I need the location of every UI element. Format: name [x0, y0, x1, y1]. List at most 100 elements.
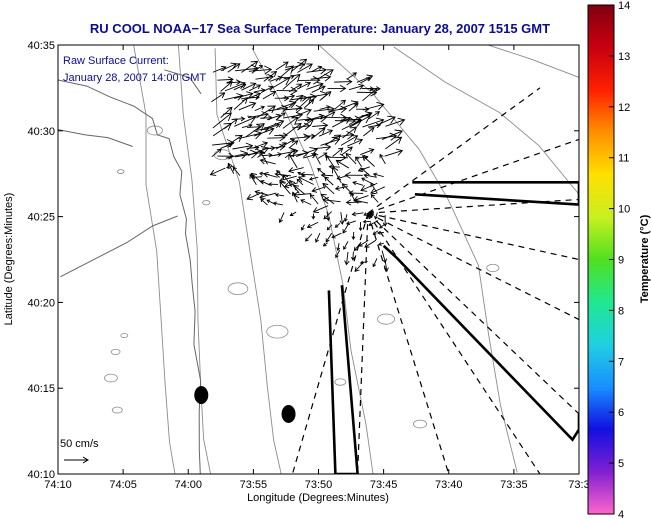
current-vector: [262, 90, 277, 100]
plot-frame: [57, 44, 580, 475]
current-vector: [339, 100, 359, 110]
current-vector: [260, 85, 274, 93]
current-vector: [312, 122, 329, 129]
colorbar-label: Temperature (°C): [639, 214, 651, 303]
current-vector: [334, 99, 346, 110]
depth-contour-blob: [227, 282, 249, 296]
current-vector: [289, 211, 297, 216]
colorbar-tick-label: 11: [618, 153, 629, 165]
depth-contour: [133, 45, 176, 474]
current-vector: [296, 81, 312, 90]
depth-contour: [486, 45, 579, 78]
radial-line: [367, 212, 450, 474]
current-vector: [327, 105, 348, 114]
current-vector: [339, 212, 345, 225]
current-vector: [284, 122, 302, 137]
current-vector: [372, 172, 384, 178]
current-vector: [360, 77, 371, 84]
current-vector: [320, 193, 335, 205]
current-vector: [263, 70, 278, 82]
radial-line: [367, 87, 541, 214]
current-vector: [327, 84, 347, 93]
current-vector: [328, 164, 340, 170]
current-vector: [254, 189, 269, 196]
current-vector: [288, 167, 304, 174]
current-vector: [232, 166, 241, 176]
depth-contour-blob: [266, 324, 289, 339]
current-vector: [350, 192, 356, 203]
current-vector: [245, 123, 265, 138]
x-tick-label: 74:00: [174, 479, 202, 491]
current-vector: [346, 72, 358, 80]
current-vector: [313, 143, 332, 151]
depth-contour: [177, 45, 212, 474]
coast-line: [60, 215, 178, 278]
scale-arrow: [64, 456, 89, 464]
current-vector: [259, 158, 276, 165]
current-vector: [344, 171, 363, 179]
current-vector: [352, 180, 364, 186]
current-vector: [364, 239, 377, 248]
current-vector: [284, 149, 296, 159]
current-vector: [362, 219, 371, 224]
current-vectors: [209, 58, 406, 273]
current-vector: [353, 198, 369, 204]
current-vector: [217, 76, 234, 83]
current-vector: [335, 249, 341, 259]
current-vector: [246, 94, 260, 101]
current-vector: [342, 222, 350, 234]
depth-contour-blob: [486, 263, 500, 273]
colorbar-tick-label: 10: [618, 204, 630, 216]
current-vector: [351, 211, 364, 217]
current-vector: [348, 83, 365, 91]
coast-line: [164, 69, 202, 95]
current-vector: [320, 172, 334, 178]
current-vector: [288, 153, 298, 169]
current-vector: [301, 224, 305, 231]
current-vector: [267, 143, 286, 151]
current-vector: [282, 93, 296, 100]
current-vector: [253, 141, 269, 149]
current-vector: [320, 111, 336, 120]
current-vector: [225, 134, 243, 148]
current-vector: [311, 65, 323, 72]
current-vector: [297, 176, 314, 185]
current-vector: [296, 178, 304, 186]
scale-label: 50 cm/s: [60, 438, 99, 450]
current-vector: [308, 176, 319, 181]
current-vector: [347, 138, 364, 147]
survey-box: [327, 285, 359, 474]
current-vector: [370, 186, 385, 195]
current-vector: [291, 58, 308, 72]
current-vector: [382, 215, 388, 227]
current-vector: [212, 112, 232, 129]
current-vector: [324, 176, 334, 186]
current-vector: [363, 212, 370, 216]
current-vector: [384, 148, 404, 157]
current-vector: [291, 191, 298, 203]
current-vector: [370, 182, 378, 194]
current-vector: [254, 105, 266, 112]
current-vector: [362, 117, 385, 128]
depth-contour-blob: [213, 149, 232, 161]
plot-area: [58, 45, 579, 474]
current-vector: [345, 220, 356, 226]
current-vector: [306, 221, 319, 229]
survey-box: [382, 244, 579, 442]
current-vector: [234, 91, 254, 99]
current-vector: [363, 172, 377, 179]
current-vector: [361, 177, 371, 184]
depth-contour-blob: [117, 169, 125, 174]
current-vector: [368, 220, 379, 227]
current-vector: [319, 91, 332, 102]
chart-title: RU COOL NOAA−17 Sea Surface Temperature:…: [90, 21, 550, 36]
current-vector: [305, 233, 313, 242]
colorbar-tick-label: 12: [618, 102, 630, 114]
current-vector: [360, 111, 373, 119]
current-vector: [233, 83, 247, 91]
current-vector: [241, 60, 259, 73]
colorbar-tick-label: 13: [618, 51, 630, 63]
current-vector: [356, 88, 378, 97]
depth-contour-blob: [103, 373, 118, 383]
current-vector: [360, 167, 370, 176]
